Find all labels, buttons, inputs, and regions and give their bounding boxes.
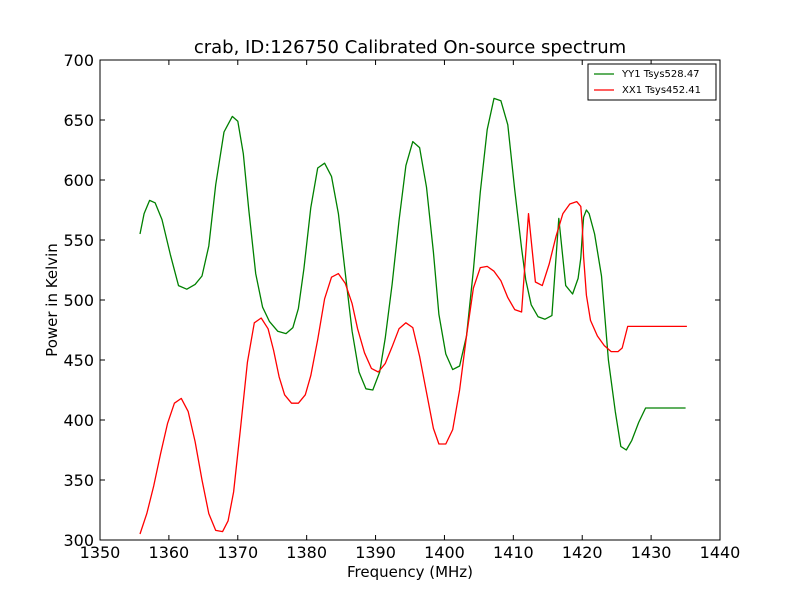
legend-box (587, 63, 717, 101)
ticks-layer: 1350 1360 1370 1380 1390 1400 1410 1420 1430 1440… (63, 51, 740, 562)
y-tick-label: 600 (63, 171, 94, 190)
y-tick-label: 650 (63, 111, 94, 130)
x-tick-label: 1380 (286, 543, 327, 562)
y-tick-label: 300 (63, 531, 94, 550)
x-tick-label: 1350 (80, 543, 121, 562)
series-layer (139, 97, 687, 535)
y-tick-label: 400 (63, 411, 94, 430)
y-axis-label: Power in Kelvin (43, 243, 61, 357)
x-tick-label: 1360 (149, 543, 190, 562)
x-tick-label: 1390 (355, 543, 396, 562)
y-tick-label: 700 (63, 51, 94, 70)
y-tick-label: 500 (63, 291, 94, 310)
x-tick-label: 1400 (424, 543, 465, 562)
series-line-xx1 (139, 200, 687, 535)
y-tick-label: 550 (63, 231, 94, 250)
x-tick-label: 1420 (562, 543, 603, 562)
y-tick-label: 450 (63, 351, 94, 370)
legend-label-xx1: XX1 Tsys452.41 (622, 85, 701, 96)
x-tick-label: 1410 (493, 543, 534, 562)
x-axis-label: Frequency (MHz) (347, 563, 473, 581)
y-tick-label: 350 (63, 471, 94, 490)
x-tick-label: 1440 (700, 543, 741, 562)
x-tick-label: 1370 (217, 543, 258, 562)
legend-label-yy1: YY1 Tsys528.47 (621, 69, 700, 80)
series-line-yy1 (139, 97, 686, 451)
legend: YY1 Tsys528.47 XX1 Tsys452.41 (587, 63, 717, 101)
x-tick-label: 1430 (631, 543, 672, 562)
chart-title: crab, ID:126750 Calibrated On-source spe… (194, 37, 626, 58)
